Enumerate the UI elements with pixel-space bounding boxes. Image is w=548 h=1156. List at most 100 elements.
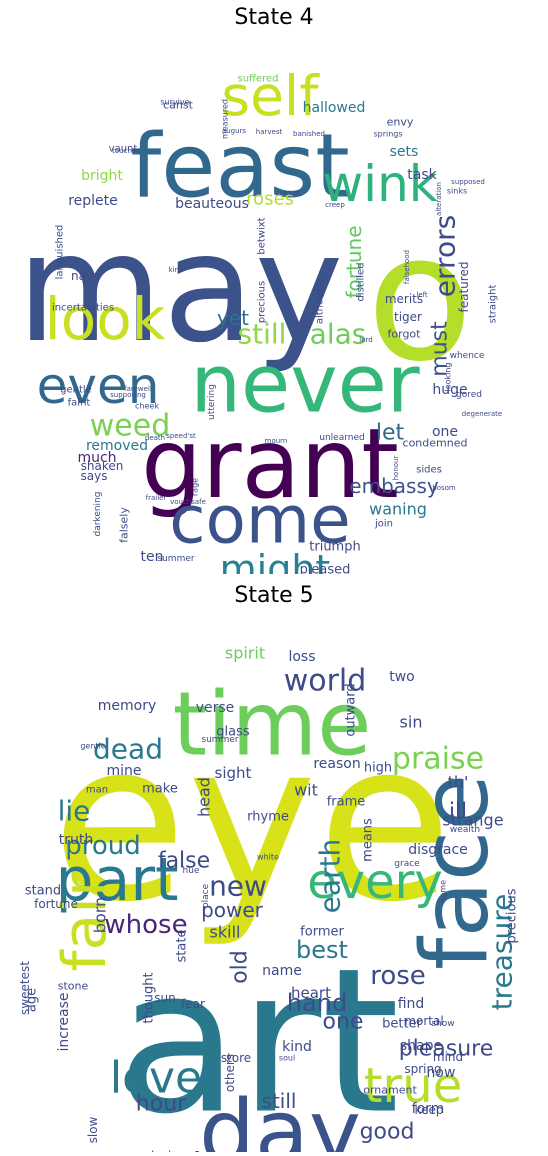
word-straight: straight [488,285,499,324]
word-never: never [190,338,419,431]
word-merits: merits [385,292,423,306]
word-better: better [382,1017,422,1032]
word-strange: strange [442,811,503,830]
word-part: part [55,845,178,915]
word-power: power [201,898,264,922]
word-shape: shape [400,1038,442,1054]
word-task: task [407,167,437,183]
word-pleasure: pleasure [399,1037,494,1062]
word-vouchsafe: vouchsafe [170,498,206,506]
word-born: born [91,897,110,933]
word-make: make [142,782,178,797]
word-wink: wink [322,155,437,213]
word-come: come [439,880,448,902]
word-ten: ten [141,549,164,565]
word-uttering: uttering [207,384,217,420]
word-bright: bright [81,168,123,184]
word-heart: heart [291,984,331,1002]
word-speed-st: speed'st [166,432,196,440]
word-rhyme: rhyme [247,810,289,825]
word-others: others [223,1054,237,1092]
word-new: new [209,870,267,903]
word-th-: th' [448,773,469,792]
word-supposing: supposing [110,391,146,399]
word-still: still [262,1089,297,1113]
word-looking: looking [444,362,453,391]
word-outward: outward [344,683,359,736]
word-envy: envy [387,116,414,129]
word-kind: kind [282,1039,312,1055]
word-slow: slow [86,1116,100,1143]
word-day: day [199,1081,361,1153]
word-skill: skill [210,923,241,942]
word-sin: sin [400,713,423,732]
word-beauty: beauty [192,1145,324,1152]
word-face: face [402,774,509,970]
word-farewell: farewell [124,385,152,393]
word-fortune: fortune [342,226,366,299]
word-sun: sun [154,991,175,1005]
word-find: find [398,996,425,1012]
word-lie: lie [58,795,91,828]
word-springs: springs [373,130,402,139]
wordcloud-panel-state-5: State 5 eye art time face day part fair true eve… [0,578,548,1156]
word-measured: measured [221,99,230,139]
word-art: art [116,926,399,1153]
word-one: one [432,424,458,440]
word-mourn: mourn [265,437,288,445]
word-best: best [296,936,348,964]
word-ornament: ornament [363,1084,417,1097]
word-weed: weed [90,409,171,444]
word-every: every [307,854,443,910]
word-shaken: shaken [81,459,124,473]
word-fair: fair [50,872,120,972]
word-frame: frame [327,795,366,810]
chart-title: State 4 [234,5,314,30]
word-hour: hour [136,1092,187,1117]
word-lord: lord [359,336,372,344]
word-gored: gored [456,390,482,400]
word-praise: praise [392,742,484,777]
word-wealth: wealth [450,825,480,835]
word-one: one [323,1010,364,1035]
word-whose: whose [104,910,187,940]
word-even: even [37,357,160,415]
word-cheek: cheek [135,402,159,411]
word-place: place [201,883,211,908]
word-frailer: frailer [146,494,167,502]
word-eye: eye [52,694,453,950]
word-earth: earth [314,839,347,914]
word-errors: errors [429,215,462,297]
word-now: now [427,1065,456,1081]
word-whence: whence [450,351,485,361]
word-state: state [175,930,190,963]
word-store: store [221,1051,251,1065]
word-fear: fear [181,997,205,1011]
word-sight: sight [215,764,252,782]
word-creep: creep [325,201,345,209]
word-love: love [110,1053,202,1104]
word-man: man [86,785,108,796]
word-degenerate: degenerate [462,410,502,418]
word-increase: increase [56,992,72,1051]
word-proud: proud [65,831,141,861]
word-former: former [300,925,344,940]
word-wit: wit [294,781,318,800]
word-condemned: condemned [403,437,468,450]
word-alas: alas [310,318,367,351]
word-falsehood: falsehood [403,250,411,284]
word-survive: survive [160,98,189,107]
word-let: let [376,421,405,446]
word-incertainties: incertainties [52,303,114,314]
word-although: although [315,280,326,324]
word-spirit: spirit [225,644,265,663]
word-stand: stand [25,884,61,899]
word-suffered: suffered [238,74,279,85]
word-memory: memory [98,698,157,714]
word-reason: reason [313,756,360,772]
word-waning: waning [369,500,427,519]
word-thought: thought [142,972,157,1023]
word-fortune: fortune [34,897,78,911]
word-hallowed: hallowed [303,100,366,116]
